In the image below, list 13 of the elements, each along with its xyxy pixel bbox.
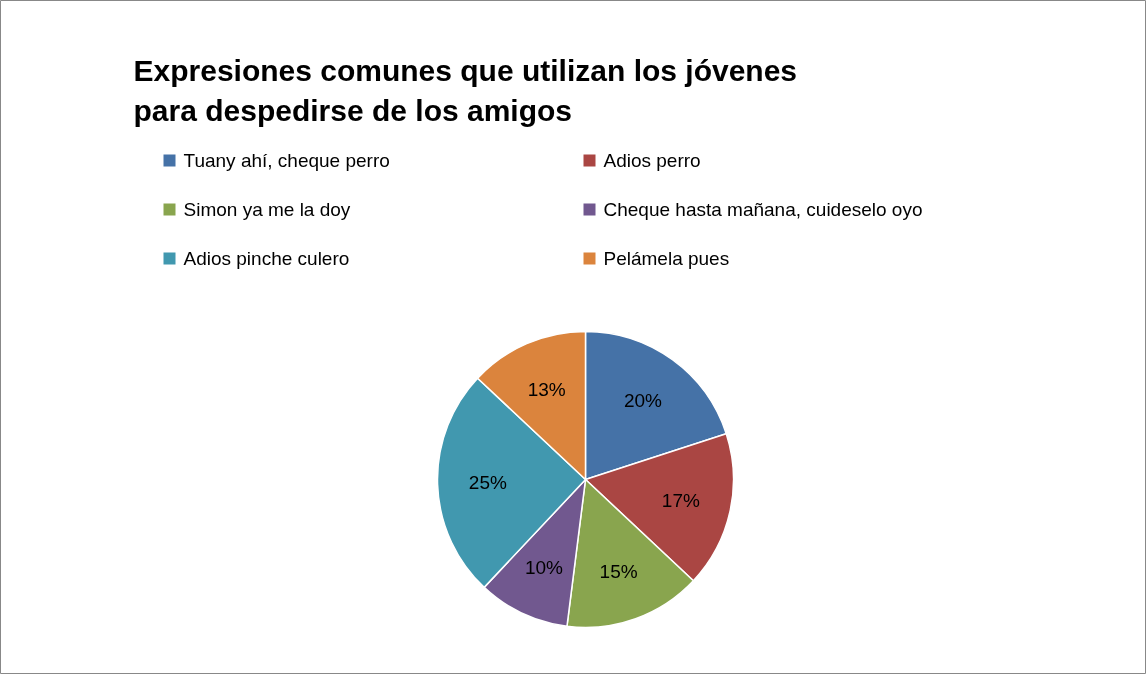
- data-label: 15%: [599, 560, 638, 582]
- legend-label: Simon ya me la doy: [183, 199, 351, 220]
- data-label: 10%: [524, 557, 564, 579]
- legend-label: Adios perro: [603, 150, 701, 171]
- data-label: 20%: [623, 389, 663, 411]
- data-label: 13%: [527, 379, 566, 401]
- legend-label: Cheque hasta mañana, cuideselo oyo: [603, 199, 923, 220]
- legend-label: Pelámela pues: [603, 248, 730, 269]
- legend-label: Adios pinche culero: [183, 248, 350, 269]
- legend-label: Tuany ahí, cheque perro: [183, 150, 390, 171]
- chart-title: Expresiones comunes que utilizan los jóvenes para despedirse de los amigos: [133, 54, 798, 127]
- data-label: 17%: [661, 490, 700, 512]
- data-label: 25%: [468, 472, 507, 494]
